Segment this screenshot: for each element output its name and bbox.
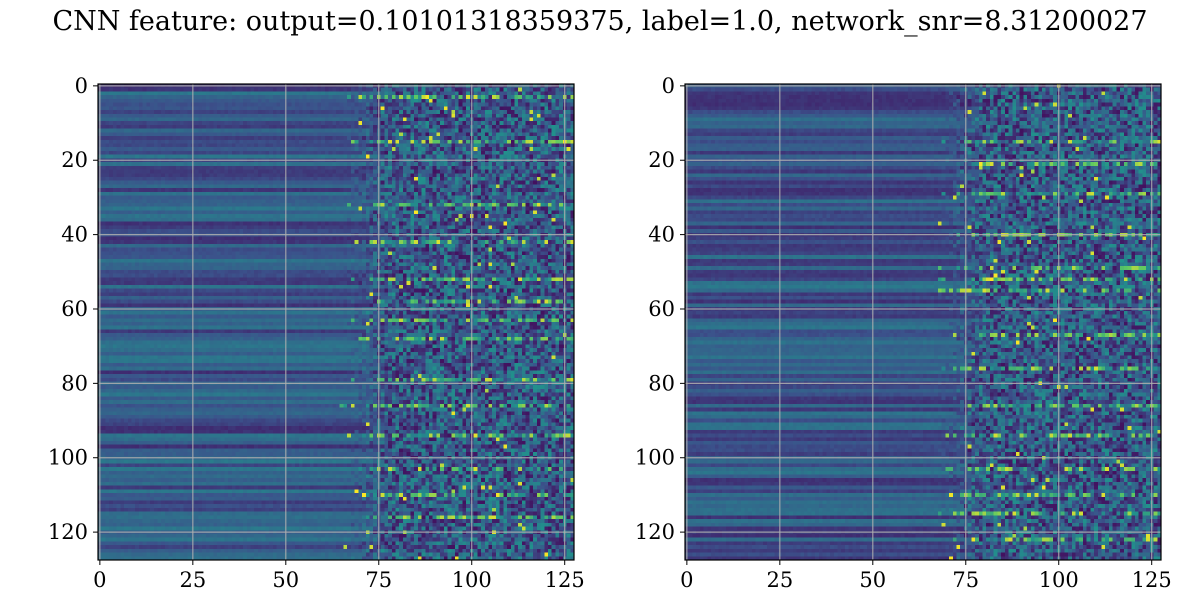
y-tick-label: 120: [48, 520, 88, 544]
y-tick-label: 0: [662, 74, 675, 98]
x-tick-label: 25: [179, 568, 206, 592]
axes-frame: [97, 83, 575, 561]
x-tick-label: 0: [93, 568, 106, 592]
y-tick-label: 80: [61, 371, 88, 395]
y-tick-label: 40: [61, 223, 88, 247]
y-tick-label: 20: [61, 148, 88, 172]
x-tick-label: 125: [545, 568, 585, 592]
x-tick-label: 100: [1039, 568, 1079, 592]
y-tick-label: 20: [648, 148, 675, 172]
x-tick-label: 125: [1132, 568, 1172, 592]
heatmap-panel-right: 0 25 50 75 100 125 0 20 40 60 80 100 120: [635, 74, 1172, 592]
axes-frame: [684, 83, 1162, 561]
y-tick-label: 100: [48, 446, 88, 470]
y-tick-label: 60: [648, 297, 675, 321]
x-tick-label: 100: [452, 568, 492, 592]
y-tick-label: 120: [635, 520, 675, 544]
heatmap-image: [98, 84, 574, 560]
heatmap-panel-left: 0 25 50 75 100 125 0 20 40 60 80 100 120: [48, 74, 585, 592]
y-tick-label: 40: [648, 223, 675, 247]
x-tick-label: 75: [365, 568, 392, 592]
x-tick-label: 50: [272, 568, 299, 592]
y-tick-label: 60: [61, 297, 88, 321]
heatmap-image: [685, 84, 1161, 560]
y-tick-label: 0: [75, 74, 88, 98]
x-tick-label: 50: [859, 568, 886, 592]
x-tick-label: 75: [952, 568, 979, 592]
y-tick-label: 100: [635, 446, 675, 470]
x-tick-label: 0: [680, 568, 693, 592]
chart-title: CNN feature: output=0.10101318359375, la…: [52, 6, 1148, 37]
x-tick-label: 25: [766, 568, 793, 592]
y-tick-label: 80: [648, 371, 675, 395]
